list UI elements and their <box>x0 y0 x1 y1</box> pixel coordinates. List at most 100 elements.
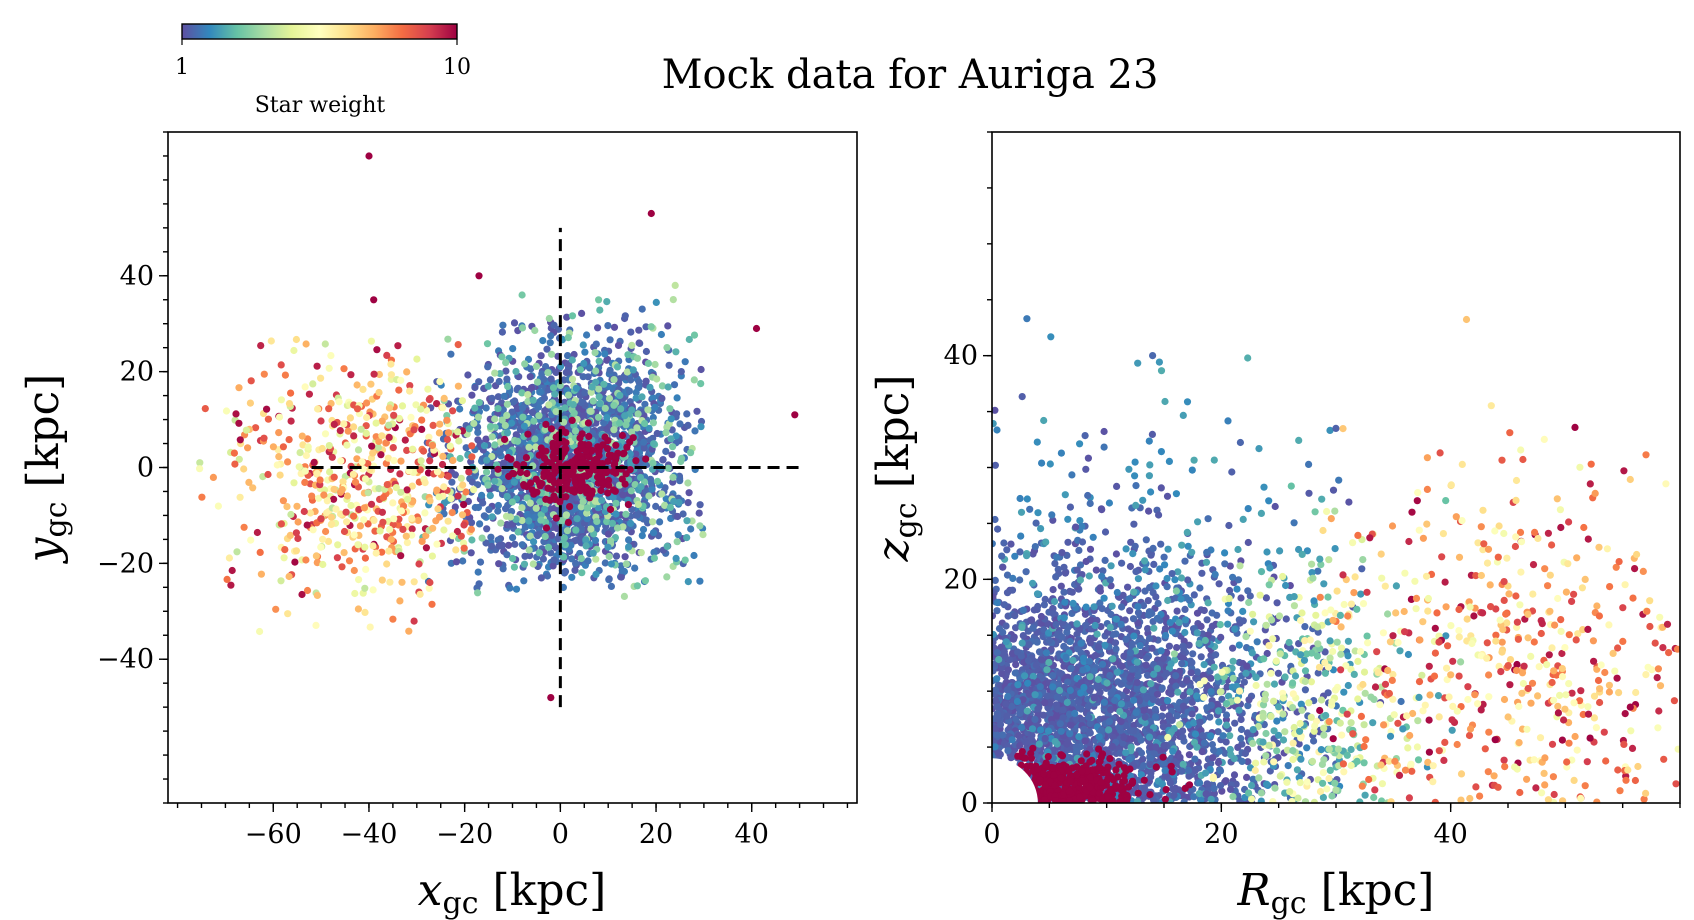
left-scatter-point <box>544 484 552 492</box>
left-scatter-point <box>370 296 378 304</box>
left-scatter-point <box>457 474 465 482</box>
left-scatter-point <box>240 523 248 531</box>
left-scatter-point <box>608 519 617 527</box>
left-scatter-point <box>455 437 463 445</box>
left-scatter-point <box>244 444 252 452</box>
right-scatter-point <box>1206 713 1214 721</box>
left-scatter-point <box>581 389 589 397</box>
left-scatter-point <box>623 368 631 376</box>
left-scatter-point <box>387 360 395 368</box>
right-scatter-point <box>993 607 1001 615</box>
left-scatter-point <box>368 442 376 450</box>
left-scatter-point <box>600 380 608 388</box>
left-scatter-point <box>595 296 603 304</box>
left-scatter-point <box>524 391 532 399</box>
left-scatter-point <box>340 420 348 428</box>
left-scatter-point <box>568 471 576 479</box>
left-scatter-point <box>697 423 705 431</box>
left-scatter-point <box>636 473 645 482</box>
right-scatter-point <box>1049 586 1057 594</box>
left-scatter-point <box>532 362 541 370</box>
left-scatter-point <box>554 535 563 543</box>
left-scatter-point <box>641 419 649 428</box>
left-scatter-point <box>264 470 272 479</box>
left-scatter-point <box>621 480 629 488</box>
left-scatter-point <box>353 455 361 463</box>
right-scatter-point <box>1159 704 1167 712</box>
left-scatter-point <box>475 378 483 386</box>
left-scatter-point <box>407 413 415 421</box>
left-scatter-point <box>551 448 559 457</box>
left-scatter-point <box>598 460 607 468</box>
left-scatter-point <box>398 578 406 586</box>
left-scatter-point <box>401 436 409 444</box>
right-scatter-point <box>1214 728 1222 736</box>
left-scatter-point <box>544 369 552 377</box>
left-scatter-point <box>535 451 543 459</box>
left-scatter-point <box>616 419 624 427</box>
left-scatter-point <box>642 347 651 356</box>
left-scatter-point <box>503 400 511 408</box>
right-scatter-point <box>1006 724 1014 732</box>
left-scatter-point <box>312 621 320 630</box>
left-scatter-point <box>518 541 526 549</box>
left-scatter-point <box>532 443 540 451</box>
left-scatter-point <box>465 425 473 433</box>
left-scatter-point <box>267 337 275 345</box>
left-scatter-point <box>604 543 612 551</box>
left-scatter-point <box>511 540 519 548</box>
left-scatter-point <box>618 567 626 575</box>
left-scatter-point <box>499 321 507 329</box>
left-scatter-point <box>429 421 437 429</box>
left-scatter-point <box>585 441 593 449</box>
left-scatter-point <box>610 323 619 331</box>
colorbar-label: Star weight <box>255 93 386 118</box>
left-scatter-point <box>576 366 585 374</box>
left-scatter-point <box>377 451 385 459</box>
left-scatter-point <box>272 605 280 613</box>
left-ylabel-unit: [kpc] <box>18 374 69 502</box>
left-scatter-point <box>362 429 370 437</box>
left-scatter-point <box>591 536 600 545</box>
figure-title: Mock data for Auriga 23 <box>662 52 1159 98</box>
left-scatter-point <box>604 530 613 538</box>
left-scatter-point <box>196 459 204 467</box>
left-scatter-point <box>364 460 372 468</box>
left-scatter-point <box>394 521 402 529</box>
left-scatter-point <box>500 392 508 400</box>
left-scatter-point <box>498 353 506 361</box>
left-scatter-point <box>603 414 611 422</box>
left-scatter-point <box>621 553 629 561</box>
left-scatter-point <box>371 527 379 535</box>
left-scatter-point <box>351 478 360 486</box>
left-scatter-point <box>596 444 604 452</box>
left-scatter-point <box>650 529 658 537</box>
left-scatter-point <box>245 478 253 486</box>
left-scatter-point <box>389 615 397 623</box>
left-scatter-point <box>531 326 539 335</box>
left-scatter-point <box>483 525 491 533</box>
right-scatter-point <box>1173 712 1181 720</box>
left-scatter-point <box>628 428 636 436</box>
left-scatter-point <box>627 328 635 336</box>
left-scatter-point <box>535 549 544 557</box>
left-scatter-point <box>610 376 618 384</box>
left-scatter-point <box>696 501 704 509</box>
left-scatter-point <box>635 339 643 347</box>
left-scatter-point <box>510 319 519 327</box>
left-scatter-point <box>681 556 689 564</box>
left-scatter-point <box>509 345 517 353</box>
left-scatter-point <box>540 505 549 513</box>
left-scatter-point <box>542 447 550 455</box>
left-scatter-point <box>583 509 591 517</box>
left-scatter-point <box>369 586 377 594</box>
left-scatter-point <box>502 367 510 375</box>
left-xlabel-unit: [kpc] <box>479 865 607 916</box>
left-scatter-point <box>540 375 548 383</box>
left-scatter-point <box>499 459 508 467</box>
left-scatter-point <box>471 383 479 392</box>
left-scatter-point <box>318 444 326 453</box>
left-scatter-point <box>428 552 436 560</box>
left-scatter-point <box>399 525 407 534</box>
left-scatter-point <box>319 535 327 543</box>
